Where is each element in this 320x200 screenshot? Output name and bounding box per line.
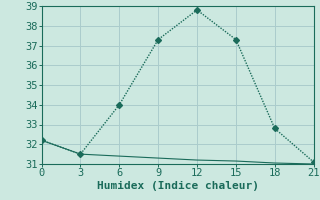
- X-axis label: Humidex (Indice chaleur): Humidex (Indice chaleur): [97, 181, 259, 191]
